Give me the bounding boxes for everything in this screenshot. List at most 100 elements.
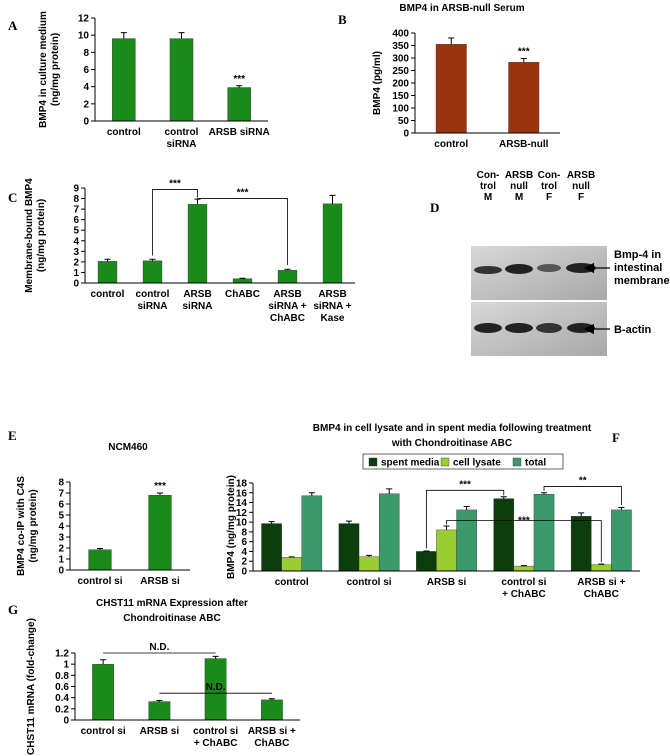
- significance: ***: [237, 188, 249, 199]
- error-bar: [120, 32, 127, 39]
- band: [537, 264, 561, 272]
- panel-letter: E: [8, 428, 17, 443]
- error-bar: [366, 554, 373, 557]
- band: [567, 323, 595, 333]
- y-tick-label: 7: [58, 489, 64, 500]
- error-bar: [149, 258, 156, 261]
- chart-title: CHST11 mRNA Expression after Chondroitina…: [96, 598, 248, 624]
- y-axis-label: CHST11 mRNA (fold-change): [26, 618, 37, 755]
- chart-panel: E NCM460 BMP4 co-IP with C4S(ng/mg protein…: [8, 428, 190, 587]
- bar: [92, 663, 115, 721]
- error-bar: [308, 492, 315, 496]
- y-tick-label: 2: [83, 99, 89, 110]
- bracket: [197, 198, 288, 266]
- bar: [493, 498, 515, 572]
- error-bar: [541, 492, 548, 495]
- error-bar: [268, 521, 275, 524]
- bar: [322, 203, 343, 284]
- bar: [570, 516, 592, 572]
- error-bar: [463, 505, 470, 510]
- error-bar: [443, 525, 450, 530]
- y-tick-label: 10: [78, 31, 90, 42]
- bar: [338, 523, 360, 572]
- error-bar: [284, 268, 291, 271]
- error-bar: [178, 32, 185, 39]
- x-tick-label: control: [91, 289, 125, 300]
- panel-letter: F: [612, 430, 620, 445]
- band: [474, 323, 502, 333]
- blot-image: [471, 246, 610, 356]
- y-axis-label: BMP4 (pg/ml): [372, 51, 383, 115]
- y-tick-label: 0.2: [55, 704, 69, 715]
- legend-swatch: [440, 457, 450, 467]
- y-tick-label: 4: [58, 522, 64, 533]
- x-tick-label: ARSB si: [140, 576, 180, 587]
- x-tick-label: control si + ChABC: [501, 577, 546, 600]
- y-tick-label: 0: [241, 567, 247, 578]
- y-tick-label: 14: [236, 498, 248, 509]
- y-tick-label: 16: [236, 488, 248, 499]
- y-tick-label: 150: [392, 91, 409, 102]
- y-tick-label: 6: [58, 500, 64, 511]
- bar: [591, 564, 612, 572]
- y-tick-label: 0: [403, 129, 409, 140]
- lane-label: ARSB null M: [505, 170, 533, 203]
- bracket: [446, 520, 602, 563]
- error-bar: [157, 492, 163, 496]
- x-tick-label: control si + ChABC: [193, 726, 238, 749]
- y-tick-label: 5: [73, 226, 79, 237]
- y-tick-label: 4: [73, 236, 79, 247]
- bar: [148, 495, 172, 571]
- x-tick-label: ARSB-null: [499, 139, 549, 150]
- y-tick-label: 9: [73, 184, 79, 195]
- y-tick-label: 0: [58, 566, 64, 577]
- chart-panel: A BMP4 in culture medium(ng/mg protein) 0 2…: [8, 11, 270, 150]
- x-tick-label: ChABC: [225, 289, 260, 300]
- error-bar: [236, 85, 243, 88]
- y-tick-label: 10: [236, 518, 248, 529]
- significance: ***: [518, 516, 530, 527]
- bar: [142, 260, 163, 284]
- y-tick-label: 7: [73, 205, 79, 216]
- bar: [358, 556, 380, 572]
- x-tick-label: control: [434, 139, 468, 150]
- legend-swatch: [368, 457, 378, 467]
- chart-panel: F BMP4 in cell lysate and in spent media …: [226, 423, 640, 600]
- bar: [187, 204, 208, 284]
- x-tick-label: ARSB siRNA + ChABC: [268, 289, 306, 324]
- y-tick-label: 250: [392, 66, 409, 77]
- error-bar: [520, 58, 527, 63]
- x-tick-label: control si: [81, 726, 126, 737]
- bar: [533, 494, 555, 572]
- y-tick-label: 2: [73, 257, 79, 268]
- y-tick-label: 4: [83, 82, 89, 93]
- error-bar: [97, 548, 103, 550]
- significance: ***: [459, 479, 471, 490]
- y-tick-label: 1: [63, 660, 69, 671]
- bar: [281, 557, 302, 572]
- y-tick-label: 8: [73, 194, 79, 205]
- bar: [260, 699, 283, 721]
- y-tick-label: 1: [73, 268, 79, 279]
- band-label: B-actin: [614, 324, 652, 336]
- y-axis-label: BMP4 (ng/mg protein): [226, 475, 237, 579]
- significance: N.D.: [149, 642, 169, 653]
- bar: [378, 493, 400, 572]
- significance: ***: [169, 179, 181, 190]
- bar: [97, 261, 118, 284]
- y-tick-label: 0: [63, 716, 69, 727]
- x-tick-label: control siRNA: [136, 289, 170, 312]
- x-tick-label: ARSB si: [140, 726, 180, 737]
- y-tick-label: 1.2: [55, 649, 69, 660]
- legend-label: cell lysate: [453, 458, 501, 469]
- y-tick-label: 2: [241, 557, 247, 568]
- bar: [232, 278, 253, 284]
- y-tick-label: 6: [83, 65, 89, 76]
- y-tick-label: 8: [83, 48, 89, 59]
- y-tick-label: 12: [78, 14, 90, 25]
- bar: [169, 38, 194, 122]
- y-tick-label: 200: [392, 79, 409, 90]
- bar: [435, 44, 467, 134]
- y-axis-label: BMP4 in culture medium(ng/mg protein): [38, 11, 61, 128]
- band: [505, 264, 533, 274]
